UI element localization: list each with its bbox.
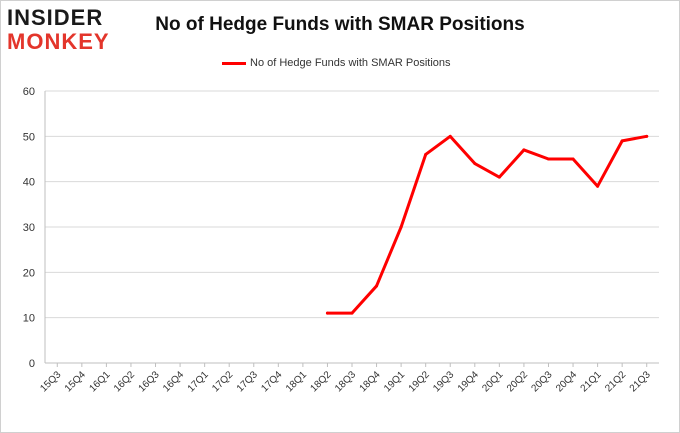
data-point xyxy=(620,139,624,143)
logo-line-2: MONKEY xyxy=(7,29,110,54)
insider-monkey-logo: INSIDER MONKEY xyxy=(7,6,127,58)
x-tick-label: 19Q2 xyxy=(407,369,432,394)
x-tick-label: 18Q1 xyxy=(284,369,309,394)
logo-line-1: INSIDER xyxy=(7,5,104,30)
y-tick-label: 60 xyxy=(23,86,35,98)
data-point xyxy=(522,148,526,152)
data-point xyxy=(375,284,379,288)
data-point xyxy=(325,311,329,315)
data-point xyxy=(350,311,354,315)
data-point xyxy=(497,175,501,179)
data-point xyxy=(424,152,428,156)
x-tick-label: 20Q1 xyxy=(480,369,505,394)
x-tick-label: 18Q3 xyxy=(333,369,358,394)
y-tick-label: 50 xyxy=(23,131,35,143)
y-tick-label: 30 xyxy=(23,222,35,234)
x-tick-label: 17Q4 xyxy=(259,369,284,394)
data-point xyxy=(473,162,477,166)
x-tick-label: 17Q2 xyxy=(210,369,235,394)
data-point xyxy=(448,134,452,138)
y-tick-label: 10 xyxy=(23,313,35,325)
x-tick-label: 20Q3 xyxy=(530,369,555,394)
y-tick-label: 20 xyxy=(23,267,35,279)
data-point xyxy=(399,225,403,229)
x-tick-label: 21Q1 xyxy=(579,369,604,394)
x-tick-label: 16Q4 xyxy=(161,369,186,394)
x-tick-label: 20Q4 xyxy=(554,369,579,394)
data-point xyxy=(596,184,600,188)
chart-title: No of Hedge Funds with SMAR Positions xyxy=(155,14,525,35)
x-tick-label: 18Q2 xyxy=(308,369,333,394)
chart-legend: No of Hedge Funds with SMAR Positions xyxy=(222,55,451,71)
data-point xyxy=(571,157,575,161)
x-tick-label: 18Q4 xyxy=(358,369,383,394)
x-tick-label: 19Q3 xyxy=(431,369,456,394)
series-line xyxy=(325,134,649,315)
x-tick-label: 21Q3 xyxy=(628,369,653,394)
x-tick-label: 16Q3 xyxy=(137,369,162,394)
data-point xyxy=(645,134,649,138)
x-tick-label: 15Q4 xyxy=(63,369,88,394)
y-tick-label: 40 xyxy=(23,177,35,189)
x-tick-label: 17Q1 xyxy=(186,369,211,394)
x-tick-label: 15Q3 xyxy=(38,369,63,394)
x-tick-label: 16Q1 xyxy=(87,369,112,394)
data-point xyxy=(546,157,550,161)
x-tick-label: 16Q2 xyxy=(112,369,137,394)
x-tick-label: 17Q3 xyxy=(235,369,260,394)
x-tick-label: 19Q4 xyxy=(456,369,481,394)
legend-label: No of Hedge Funds with SMAR Positions xyxy=(250,57,451,69)
legend-swatch xyxy=(222,61,246,65)
x-tick-label: 19Q1 xyxy=(382,369,407,394)
y-tick-label: 0 xyxy=(29,358,35,370)
x-tick-label: 21Q2 xyxy=(603,369,628,394)
x-tick-label: 20Q2 xyxy=(505,369,530,394)
